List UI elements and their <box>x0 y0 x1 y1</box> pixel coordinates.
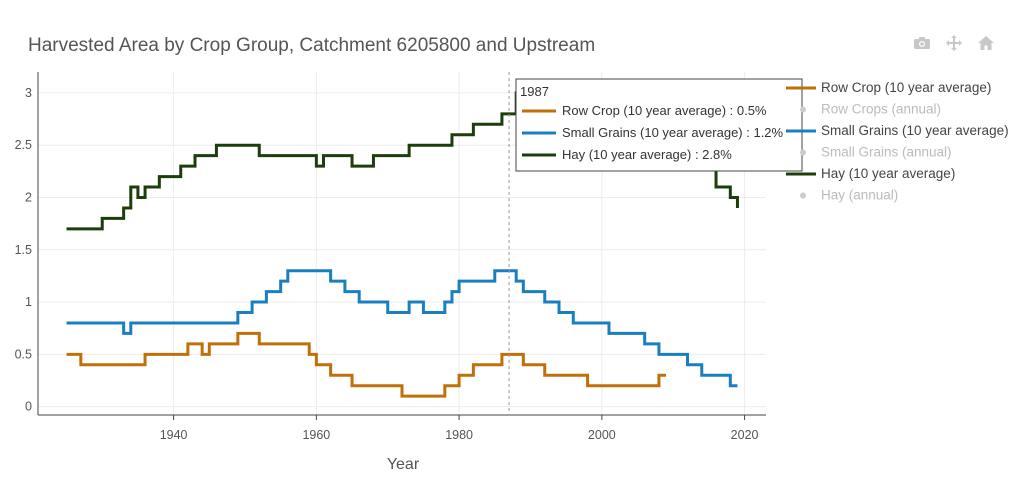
y-tick-label: 3 <box>25 86 32 100</box>
y-tick-label: 0 <box>25 400 32 414</box>
y-tick-label: 0.5 <box>15 347 32 361</box>
legend-marker <box>800 149 806 156</box>
legend-item[interactable]: Row Crop (10 year average) <box>786 80 991 95</box>
series-line <box>66 331 667 398</box>
series-line <box>66 269 738 388</box>
y-tick-label: 1.5 <box>15 243 32 257</box>
x-tick-label: 1940 <box>160 428 188 442</box>
legend-item[interactable]: Row Crops (annual) <box>800 102 941 117</box>
x-axis-title: Year <box>387 456 420 473</box>
legend-marker <box>800 106 806 113</box>
x-tick-label: 2000 <box>588 428 616 442</box>
y-tick-label: 2.5 <box>15 138 32 152</box>
y-tick-label: 1 <box>25 295 32 309</box>
x-tick-label: 2020 <box>731 428 759 442</box>
camera-icon[interactable] <box>912 33 932 53</box>
pan-icon[interactable] <box>944 33 964 53</box>
legend-label: Row Crop (10 year average) <box>821 80 991 95</box>
hover-tooltip <box>515 78 803 172</box>
legend-label: Small Grains (10 year average) <box>821 123 1009 138</box>
series-line <box>66 91 739 231</box>
legend-item[interactable]: Small Grains (annual) <box>800 145 952 160</box>
legend-marker <box>800 192 806 199</box>
legend-label: Hay (10 year average) <box>821 166 955 181</box>
legend-item[interactable]: Hay (annual) <box>800 188 898 203</box>
hover-line-label: Row Crop (10 year average) : 0.5% <box>562 103 767 118</box>
chart-title: Harvested Area by Crop Group, Catchment … <box>28 35 595 56</box>
hover-line-label: Small Grains (10 year average) : 1.2% <box>562 125 784 140</box>
home-icon[interactable] <box>976 33 996 53</box>
legend-label: Row Crops (annual) <box>821 102 941 117</box>
y-tick-label: 2 <box>25 190 32 204</box>
hover-line-label: Hay (10 year average) : 2.8% <box>562 147 732 162</box>
legend-item[interactable]: Hay (10 year average) <box>786 166 955 181</box>
legend-label: Small Grains (annual) <box>821 145 952 160</box>
x-tick-label: 1960 <box>302 428 330 442</box>
hover-header: 1987 <box>520 84 549 99</box>
legend-item[interactable]: Small Grains (10 year average) <box>786 123 1009 138</box>
x-tick-label: 1980 <box>445 428 473 442</box>
legend-label: Hay (annual) <box>821 188 898 203</box>
modebar <box>912 33 996 53</box>
